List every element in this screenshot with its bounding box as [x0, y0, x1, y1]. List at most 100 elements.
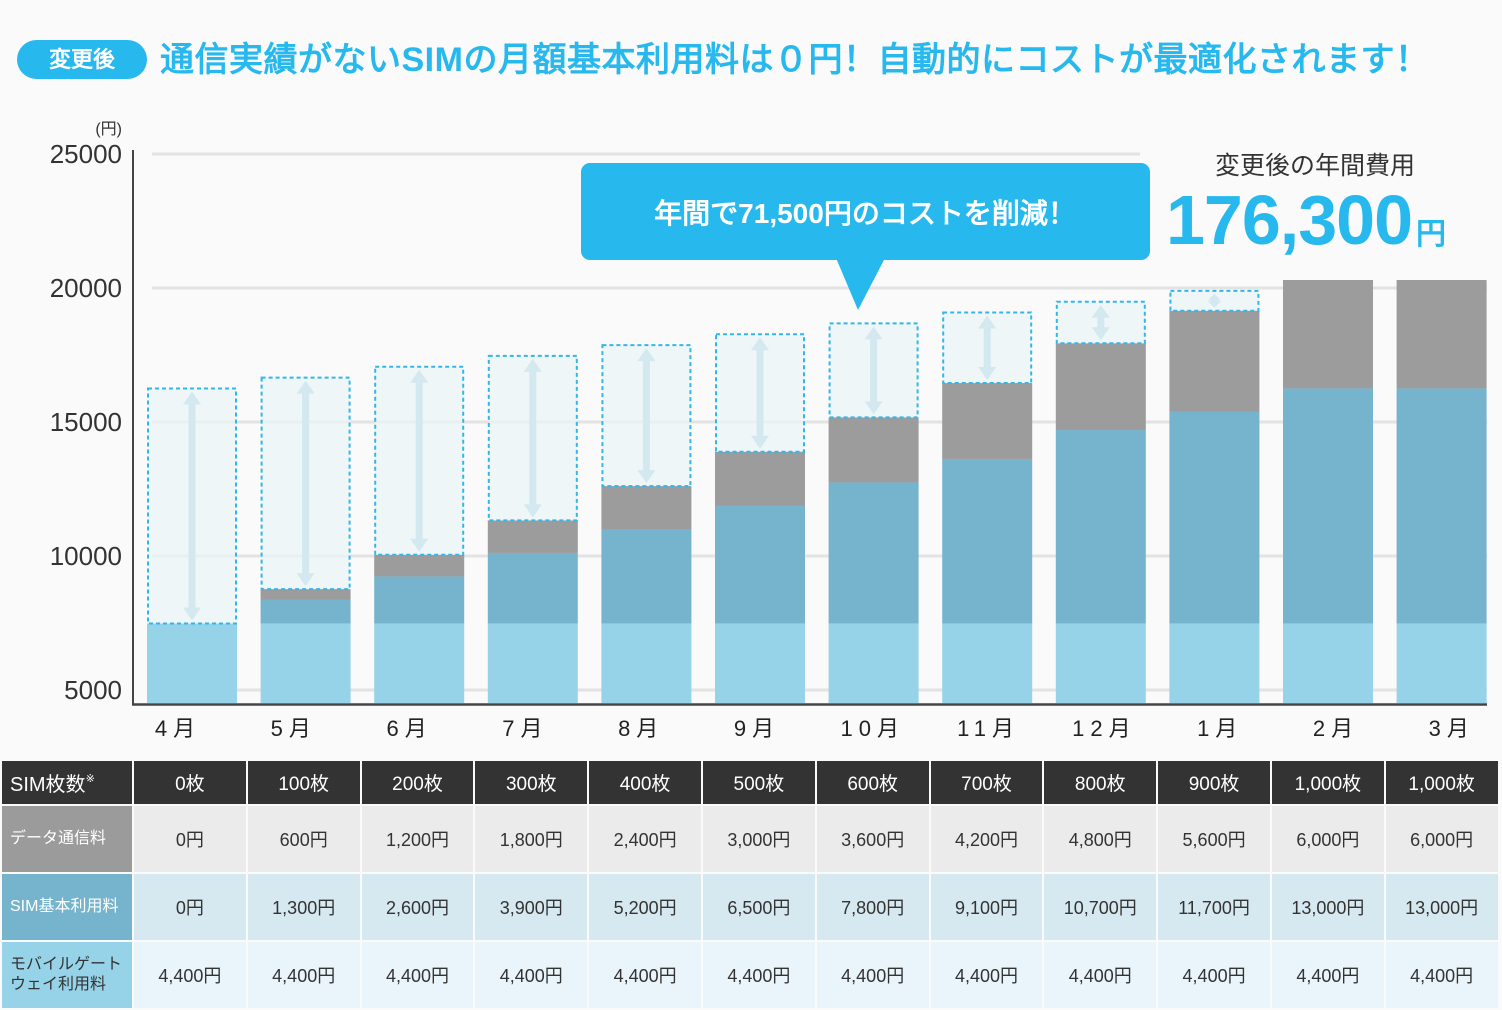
- after-change-badge: 変更後: [17, 40, 147, 79]
- bar-segment-data-fee: [1396, 280, 1487, 389]
- y-tick-label: 20000: [50, 273, 122, 303]
- table-cell: 4,400円: [589, 942, 701, 1008]
- y-tick-label: 25000: [50, 139, 122, 169]
- table-cell: 3,900円: [475, 874, 588, 940]
- bar-segment-sim-basic: [1169, 411, 1260, 624]
- table-cell: 3,000円: [702, 806, 815, 872]
- annual-cost-unit: 円: [1416, 218, 1447, 251]
- savings-arrow: [523, 358, 542, 518]
- table-cell: 3,600円: [816, 806, 929, 872]
- sim-count-cell: 800枚: [1044, 761, 1157, 804]
- x-tick-label: 9月: [734, 716, 780, 741]
- table-cell: 13,000円: [1385, 874, 1498, 940]
- bar-segment-mobile-gateway: [147, 623, 237, 703]
- bar-segment-data-fee: [828, 417, 919, 483]
- axes: [132, 150, 1487, 706]
- row-label: データ通信料: [2, 806, 132, 872]
- savings-arrow: [751, 337, 769, 449]
- savings-arrow: [296, 380, 315, 587]
- sim-count-cell: 500枚: [702, 761, 815, 804]
- annual-cost-label: 変更後の年間費用: [1214, 152, 1415, 180]
- cost-breakdown-table: SIM枚数 ※ 0枚 100枚 200枚 300枚 400枚 500枚 600枚 700枚 800枚…: [2, 761, 1498, 1008]
- bar-segment-sim-basic: [374, 576, 465, 624]
- bar-segment-sim-basic: [1283, 388, 1373, 624]
- table-cell: 4,400円: [702, 942, 815, 1008]
- bar-segment-data-fee: [487, 520, 578, 553]
- x-tick-label: 12月: [1072, 716, 1136, 741]
- table-cell: 6,000円: [1271, 806, 1384, 872]
- y-tick-label: 15000: [50, 407, 122, 437]
- table-cell: 4,800円: [1044, 806, 1157, 872]
- bar-segment-mobile-gateway: [942, 623, 1033, 703]
- table-cell: 4,400円: [930, 942, 1043, 1008]
- x-tick-label: 2月: [1313, 716, 1359, 741]
- table-cell: 9,100円: [930, 874, 1043, 940]
- sim-count-header-label: SIM枚数: [10, 774, 86, 796]
- table-cell: 4,400円: [247, 942, 360, 1008]
- savings-arrow: [410, 369, 429, 552]
- x-tick-label: 4月: [155, 716, 201, 741]
- savings-arrow: [978, 315, 997, 381]
- savings-callout: 年間で71,500円のコストを削減！: [581, 163, 1150, 310]
- bar-segment-data-fee: [715, 451, 805, 506]
- bars: [147, 280, 1487, 703]
- bar-segment-sim-basic: [260, 599, 351, 624]
- bar-segment-data-fee: [1055, 343, 1146, 431]
- bar-segment-mobile-gateway: [828, 623, 919, 703]
- x-tick-label: 3月: [1429, 716, 1475, 741]
- sim-count-header: SIM枚数 ※: [2, 761, 132, 804]
- x-tick-label: 11月: [957, 716, 1020, 741]
- x-tick-label: 8月: [618, 716, 664, 741]
- sim-count-cell: 0枚: [134, 761, 246, 804]
- bar-segment-data-fee: [1283, 280, 1373, 389]
- table-cell: 13,000円: [1271, 874, 1384, 940]
- annual-cost-value: 176,300 円: [1166, 180, 1446, 275]
- bar-segment-sim-basic: [601, 529, 692, 624]
- table-cell: 6,000円: [1385, 806, 1498, 872]
- table-cell: 0円: [134, 806, 246, 872]
- table-cell: 1,200円: [361, 806, 474, 872]
- sim-count-cell: 900枚: [1158, 761, 1270, 804]
- note-mark: ※: [85, 773, 95, 785]
- row-label: モバイルゲート ウェイ利用料: [2, 942, 132, 1008]
- bar-segment-mobile-gateway: [1169, 623, 1260, 703]
- table-cell: 4,400円: [816, 942, 929, 1008]
- page-headline: 通信実績がないSIMの月額基本利用料は０円！自動的にコストが最適化されます！: [160, 41, 1430, 79]
- bar-segment-sim-basic: [715, 505, 805, 624]
- table-cell: 600円: [247, 806, 360, 872]
- bar-segment-data-fee: [260, 589, 351, 600]
- table-cell: 4,400円: [1044, 942, 1157, 1008]
- sim-count-cell: 400枚: [589, 761, 701, 804]
- cost-bar-chart: (円) 5000 10000 15000 20000 25000 4月 5月 6月 7月 8月 9月…: [50, 121, 1487, 741]
- table-cell: 0円: [134, 874, 246, 940]
- bar-segment-mobile-gateway: [260, 623, 351, 703]
- table-cell: 4,400円: [1158, 942, 1270, 1008]
- y-tick-label: 10000: [50, 541, 122, 571]
- bar-segment-mobile-gateway: [1055, 623, 1146, 703]
- bar-segment-sim-basic: [487, 552, 578, 624]
- table-cell: 5,600円: [1158, 806, 1270, 872]
- sim-count-cell: 100枚: [247, 761, 360, 804]
- sim-count-cell: 1,000枚: [1271, 761, 1384, 804]
- savings-arrow: [864, 326, 883, 415]
- sim-count-cell: 300枚: [475, 761, 588, 804]
- savings-arrow: [1207, 293, 1222, 308]
- table-cell: 7,800円: [816, 874, 929, 940]
- bar-segment-data-fee: [374, 554, 465, 577]
- table-cell: 1,300円: [247, 874, 360, 940]
- callout-text: 年間で71,500円のコストを削減！: [654, 197, 1076, 229]
- bar-segment-mobile-gateway: [1396, 623, 1487, 703]
- table-cell: 11,700円: [1158, 874, 1270, 940]
- table-cell: 1,800円: [475, 806, 588, 872]
- bar-segment-sim-basic: [1396, 388, 1487, 624]
- bar-segment-data-fee: [601, 486, 692, 530]
- y-axis-unit-label: (円): [95, 121, 122, 138]
- bar-segment-data-fee: [942, 383, 1033, 459]
- table-cell: 5,200円: [589, 874, 701, 940]
- sim-count-cell: 600枚: [816, 761, 929, 804]
- x-tick-label: 10月: [841, 716, 905, 741]
- x-tick-label: 1月: [1197, 716, 1243, 741]
- bar-segment-sim-basic: [828, 482, 919, 624]
- callout-pointer: [836, 258, 885, 310]
- sim-count-cell: 700枚: [930, 761, 1043, 804]
